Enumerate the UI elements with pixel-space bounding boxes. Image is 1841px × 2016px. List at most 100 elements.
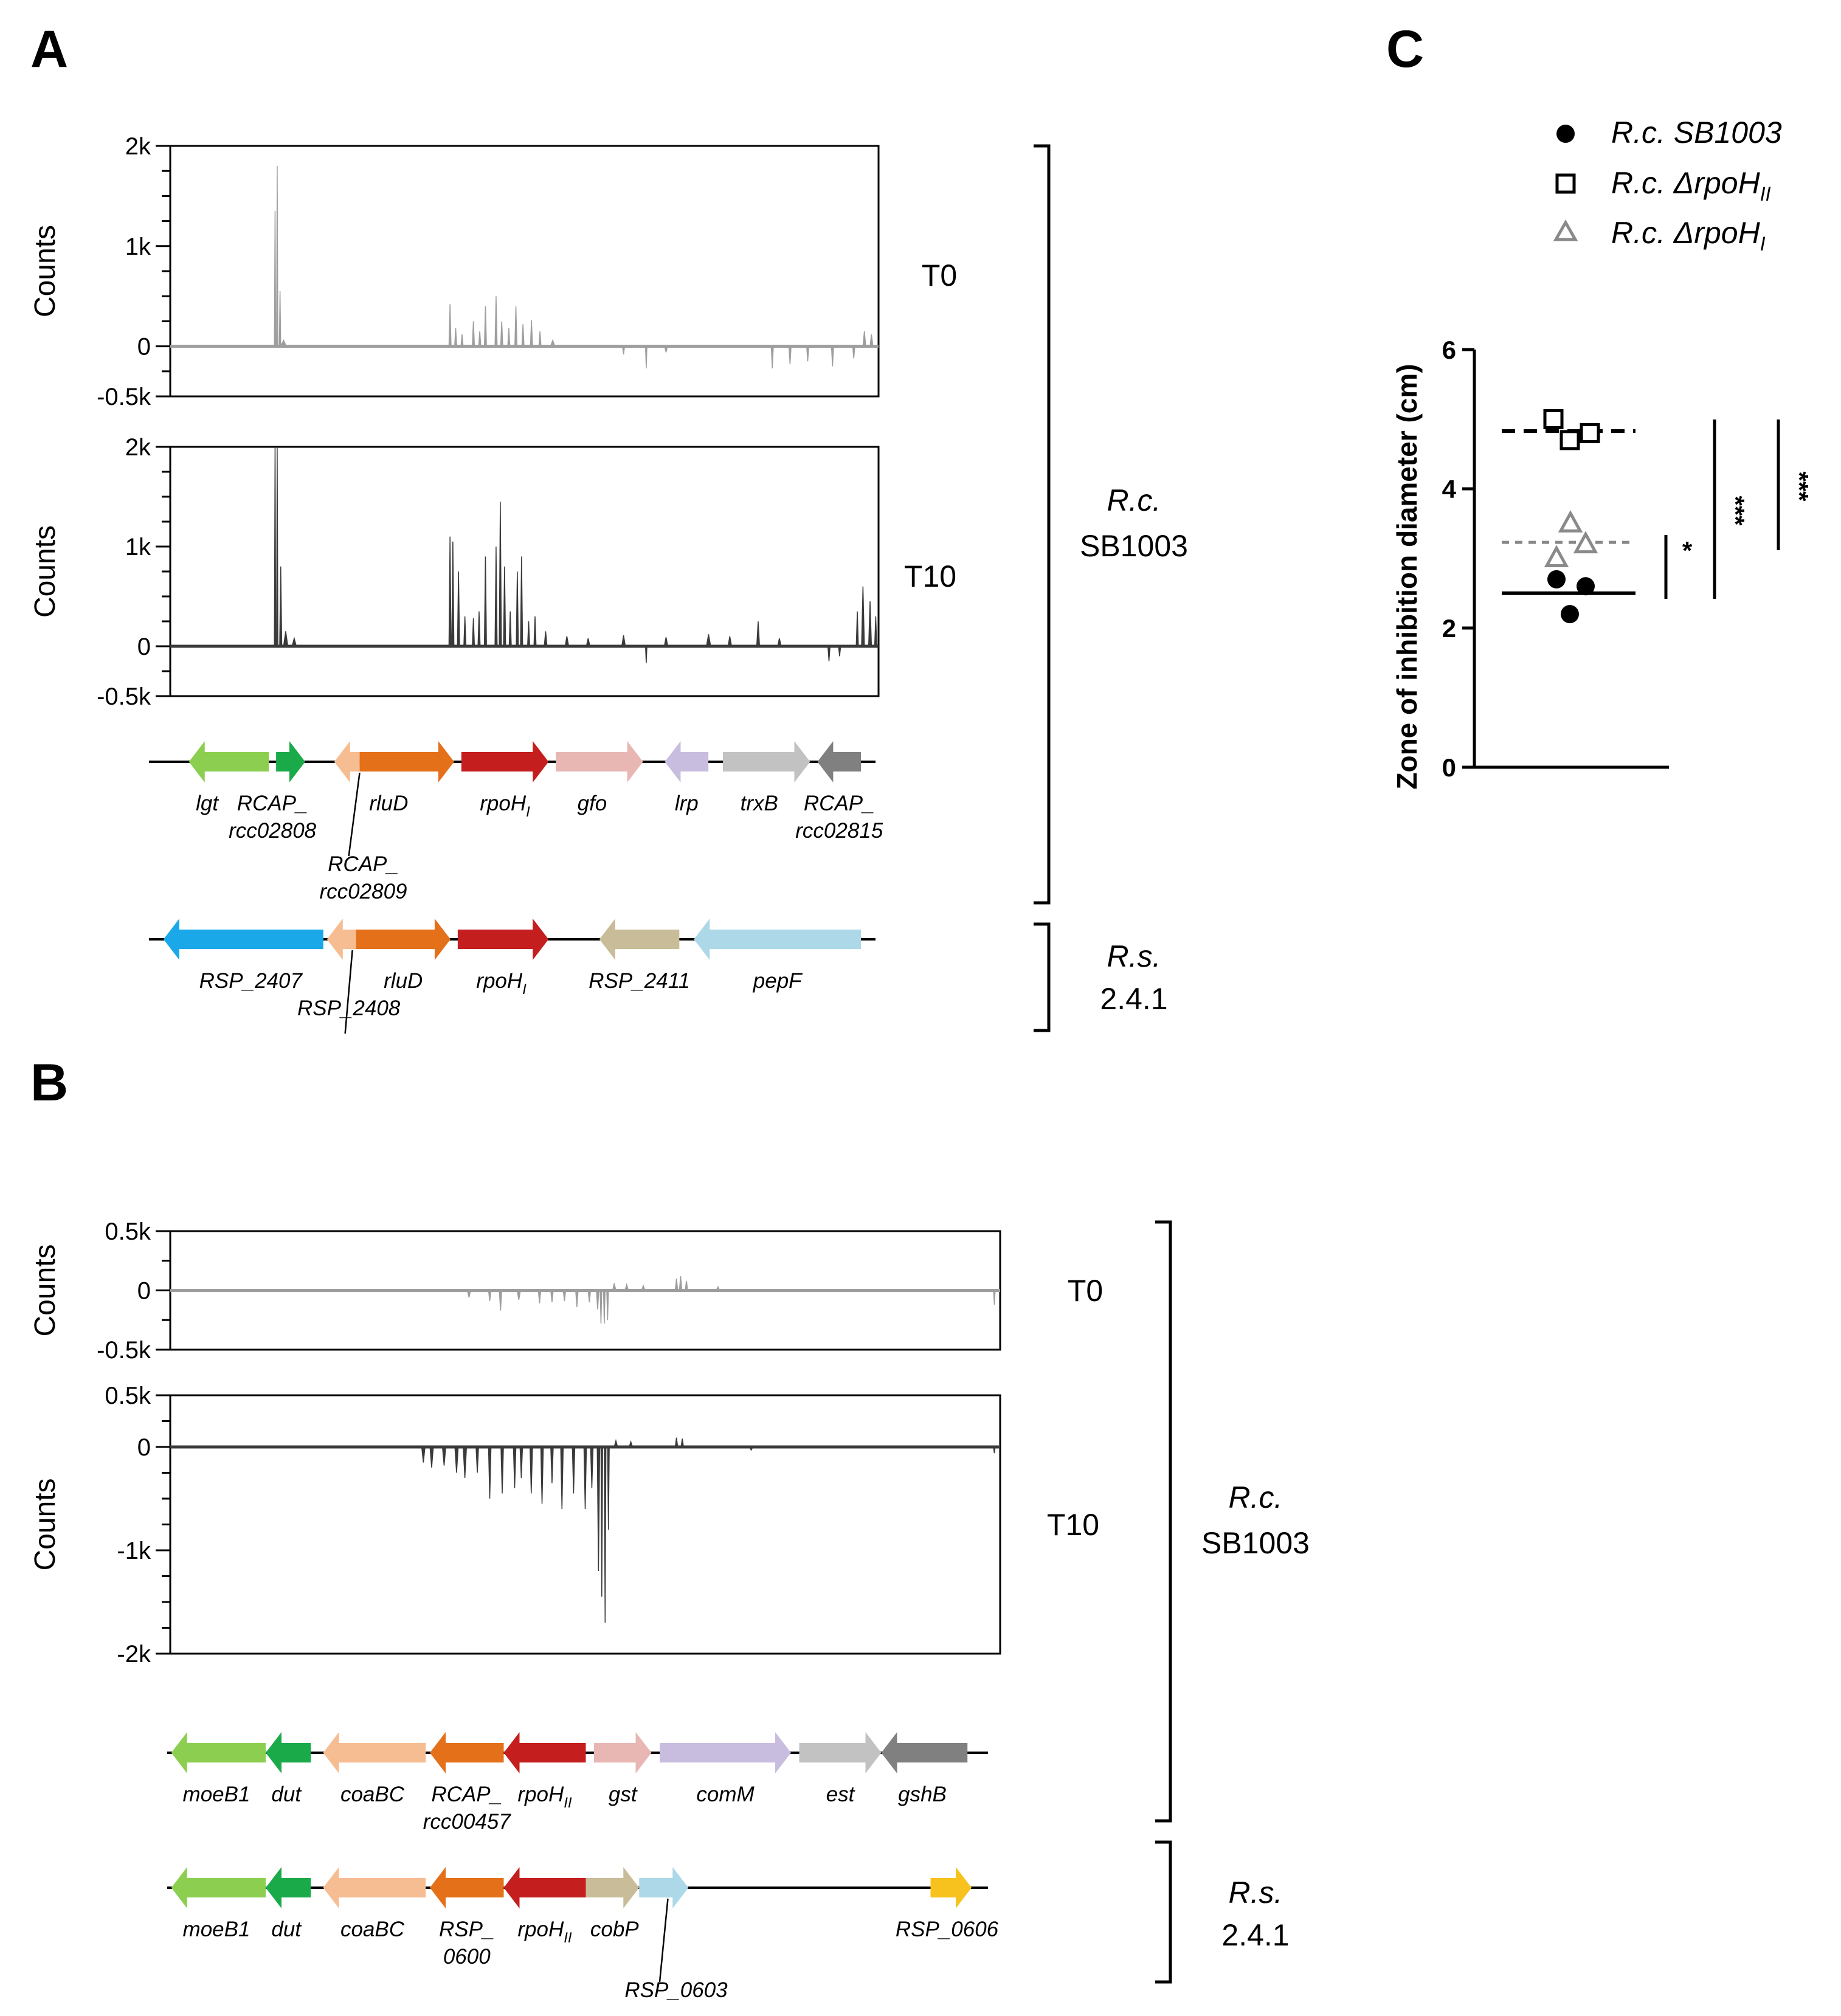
gene-arrow-icon xyxy=(334,741,360,782)
bracket-a-rc: R.c. SB1003 xyxy=(1034,144,1188,905)
plot-frame xyxy=(169,1394,1001,1655)
gene-arrow-icon xyxy=(930,1867,972,1908)
coverage-peak xyxy=(538,331,542,347)
timepoint-label: T10 xyxy=(904,559,956,593)
coverage-peak xyxy=(674,1437,679,1448)
coverage-peak xyxy=(550,1289,554,1303)
gene-label: rcc02809 xyxy=(320,880,407,903)
y-tick-label: 0 xyxy=(137,334,151,361)
gene-label: gfo xyxy=(578,792,607,815)
coverage-peak xyxy=(516,571,519,647)
coverage-peak xyxy=(529,1446,533,1494)
gene-label: cobP xyxy=(590,1918,639,1941)
significance-label: *** xyxy=(1785,471,1814,502)
coverage-peak xyxy=(278,291,282,347)
coverage-peak xyxy=(685,1280,688,1291)
gene-arrow-icon xyxy=(430,1867,504,1908)
legend-label: R.c. SB1003 xyxy=(1611,116,1782,150)
gene-label: RSP_0603 xyxy=(624,1978,728,2002)
open-square-icon xyxy=(1559,430,1580,450)
coverage-peak xyxy=(540,1446,544,1504)
gene-label: rcc02815 xyxy=(795,819,883,843)
gene-leader-line xyxy=(658,1898,669,1983)
coverage-peak xyxy=(644,646,648,663)
coverage-peak xyxy=(513,1446,517,1489)
gene-arrow-icon xyxy=(457,919,549,960)
coverage-peak xyxy=(587,1289,592,1303)
coverage-peak xyxy=(457,571,460,647)
gene-label: dut xyxy=(271,1918,302,1941)
timepoint-label: T0 xyxy=(922,258,957,292)
gene-label: RSP_2411 xyxy=(589,969,690,993)
gene-label: RCAP_ xyxy=(328,852,399,876)
coverage-peak xyxy=(478,331,482,347)
gene-label: est xyxy=(826,1783,855,1806)
gene-label: coaBC xyxy=(340,1918,405,1941)
coverage-peak xyxy=(612,1283,617,1291)
gene-arrow-icon xyxy=(817,741,862,782)
gene-label: moeB1 xyxy=(183,1783,250,1806)
open-triangle-icon xyxy=(1544,545,1569,567)
gene-label: RCAP_ xyxy=(237,792,308,815)
gene-arrow-icon xyxy=(171,1867,266,1908)
y-axis-label: Counts xyxy=(29,225,61,317)
coverage-peak xyxy=(644,345,648,368)
coverage-peak xyxy=(448,536,452,647)
coverage-peak xyxy=(507,328,511,347)
coverage-peak xyxy=(596,1289,599,1310)
gene-arrow-icon xyxy=(461,741,549,782)
panel-b-rs-gene-map: moeB1 dut coaBC RSP_ 0600 rpoHII cobP RSP_0606 R… xyxy=(167,1867,999,2002)
gene-arrow-icon xyxy=(430,1732,504,1773)
coverage-peak xyxy=(838,646,841,657)
panel-label-b: B xyxy=(30,1054,68,1112)
coverage-peak xyxy=(621,635,626,647)
coverage-peak xyxy=(421,1446,426,1463)
gene-arrow-icon xyxy=(881,1732,968,1773)
org-label-rs-genus: R.s. xyxy=(1107,939,1161,973)
gene-label: pepF xyxy=(753,969,803,993)
coverage-peak xyxy=(454,328,458,347)
coverage-peak xyxy=(862,331,866,347)
coverage-peak xyxy=(575,1289,579,1307)
gene-label: dut xyxy=(271,1783,302,1806)
coverage-peak xyxy=(291,636,297,647)
coverage-peak xyxy=(562,1289,567,1302)
gene-arrow-icon xyxy=(323,1867,426,1908)
gene-label: trxB xyxy=(741,792,778,815)
gene-label: RSP_ xyxy=(439,1918,494,1941)
gene-label: rcc00457 xyxy=(423,1810,512,1834)
gene-label: rluD xyxy=(384,969,423,993)
coverage-peak xyxy=(603,1289,606,1324)
coverage-peak xyxy=(628,1440,634,1448)
coverage-peak xyxy=(748,1446,754,1451)
coverage-peak xyxy=(488,1446,492,1499)
coverage-peak xyxy=(283,631,289,647)
coverage-peak xyxy=(706,634,711,647)
y-tick-label: -1k xyxy=(117,1538,151,1564)
gene-label: lrp xyxy=(675,792,699,815)
coverage-peak xyxy=(508,611,512,647)
org-label-rs-strain: 2.4.1 xyxy=(1100,982,1167,1016)
gene-arrow-icon xyxy=(266,1732,311,1773)
gene-arrow-icon xyxy=(163,919,323,960)
gene-label-subscript: I xyxy=(522,981,527,998)
coverage-peak xyxy=(868,601,872,647)
coverage-peak xyxy=(550,339,556,347)
gene-label: RCAP_ xyxy=(431,1783,502,1806)
gene-label: rcc02808 xyxy=(229,819,317,843)
gene-arrow-icon xyxy=(660,1732,791,1773)
coverage-peak xyxy=(606,1289,609,1320)
gene-label: 0600 xyxy=(443,1945,491,1969)
coverage-peak xyxy=(475,1446,479,1473)
gene-label: moeB1 xyxy=(183,1918,250,1941)
coverage-peak xyxy=(770,345,774,368)
gene-label: RSP_2408 xyxy=(297,996,401,1020)
coverage-peak xyxy=(993,1289,996,1305)
gene-label: rluD xyxy=(369,792,408,815)
bracket-b-rc: R.c. SB1003 xyxy=(1155,1220,1310,1823)
y-axis-label: Counts xyxy=(29,1478,61,1570)
coverage-peak xyxy=(441,1446,446,1466)
coverage-peak xyxy=(460,334,464,347)
coverage-peak xyxy=(275,165,278,347)
coverage-peak xyxy=(274,211,277,347)
